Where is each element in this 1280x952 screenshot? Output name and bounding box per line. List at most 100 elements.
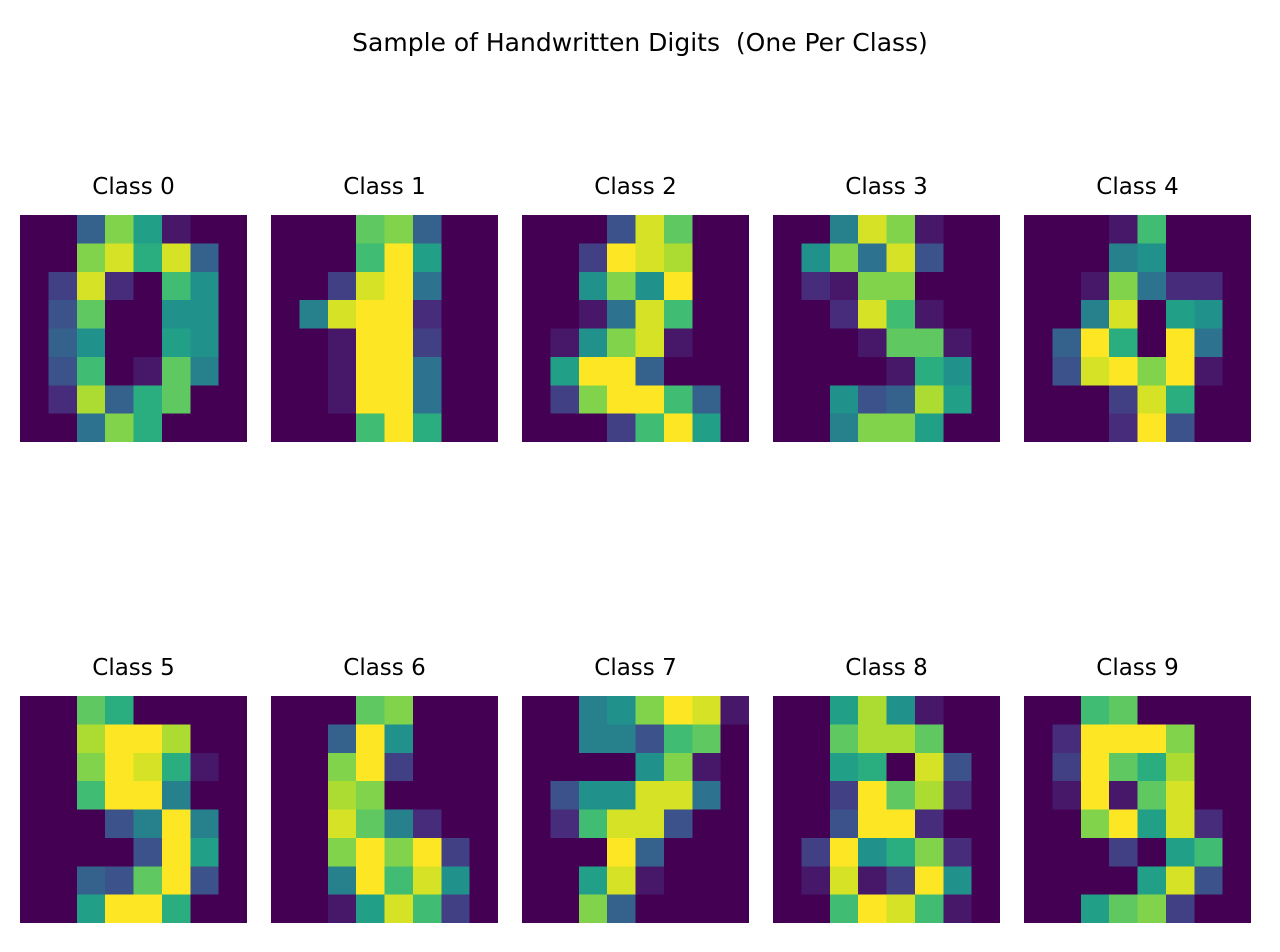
pixel-cell <box>550 356 580 386</box>
pixel-cell <box>469 866 498 896</box>
pixel-cell <box>299 752 329 782</box>
pixel-cell <box>20 724 49 754</box>
pixel-cell <box>858 866 887 896</box>
pixel-cell <box>105 271 134 301</box>
pixel-cell <box>1137 356 1167 386</box>
pixel-cell <box>1137 809 1167 839</box>
pixel-cell <box>218 300 247 329</box>
pixel-cell <box>384 356 414 386</box>
pixel-cell <box>412 243 442 273</box>
pixel-cell <box>801 300 831 329</box>
pixel-cell <box>522 894 551 923</box>
pixel-cell <box>384 271 414 301</box>
pixel-cell <box>48 385 78 415</box>
pixel-cell <box>1052 215 1082 244</box>
pixel-cell <box>412 328 442 358</box>
pixel-cell <box>218 356 247 386</box>
pixel-cell <box>663 837 693 867</box>
pixel-cell <box>914 271 944 301</box>
pixel-cell <box>299 243 329 273</box>
pixel-cell <box>161 809 191 839</box>
pixel-cell <box>48 866 78 896</box>
pixel-cell <box>914 413 944 442</box>
pixel-cell <box>299 809 329 839</box>
pixel-cell <box>1194 413 1224 442</box>
pixel-cell <box>133 243 163 273</box>
pixel-cell <box>578 781 608 810</box>
pixel-cell <box>914 894 944 923</box>
pixel-cell <box>441 809 471 839</box>
pixel-cell <box>105 356 134 386</box>
pixel-cell <box>48 215 78 244</box>
pixel-cell <box>161 271 191 301</box>
pixel-cell <box>773 356 802 386</box>
pixel-cell <box>1109 243 1138 273</box>
pixel-cell <box>271 837 300 867</box>
pixel-cell <box>1109 724 1138 754</box>
pixel-cell <box>607 243 636 273</box>
pixel-cell <box>20 837 49 867</box>
pixel-cell <box>76 300 106 329</box>
pixel-cell <box>607 328 636 358</box>
pixel-cell <box>271 752 300 782</box>
pixel-cell <box>801 837 831 867</box>
pixel-cell <box>20 271 49 301</box>
pixel-cell <box>1052 894 1082 923</box>
pixel-cell <box>48 752 78 782</box>
pixel-cell <box>773 413 802 442</box>
pixel-cell <box>1137 215 1167 244</box>
pixel-cell <box>943 752 973 782</box>
pixel-cell <box>635 781 665 810</box>
pixel-cell <box>161 385 191 415</box>
panel-title: Class 0 <box>92 174 175 200</box>
pixel-cell <box>886 837 916 867</box>
pixel-cell <box>299 215 329 244</box>
pixel-cell <box>1109 271 1138 301</box>
pixel-cell <box>1165 243 1195 273</box>
digit-image <box>522 696 749 923</box>
pixel-cell <box>133 696 163 725</box>
pixel-cell <box>522 696 551 725</box>
pixel-cell <box>773 300 802 329</box>
pixel-cell <box>971 894 1000 923</box>
pixel-cell <box>578 866 608 896</box>
pixel-cell <box>1080 243 1110 273</box>
pixel-cell <box>829 809 859 839</box>
pixel-cell <box>218 752 247 782</box>
pixel-cell <box>1137 271 1167 301</box>
pixel-cell <box>20 781 49 810</box>
pixel-cell <box>635 866 665 896</box>
pixel-cell <box>692 271 722 301</box>
pixel-cell <box>327 781 357 810</box>
pixel-cell <box>607 271 636 301</box>
pixel-cell <box>133 781 163 810</box>
pixel-cell <box>829 271 859 301</box>
pixel-cell <box>356 837 385 867</box>
pixel-cell <box>914 866 944 896</box>
pixel-cell <box>801 271 831 301</box>
pixel-cell <box>858 696 887 725</box>
pixel-cell <box>1165 696 1195 725</box>
pixel-cell <box>522 866 551 896</box>
pixel-cell <box>858 837 887 867</box>
pixel-cell <box>271 356 300 386</box>
pixel-cell <box>271 300 300 329</box>
pixel-cell <box>384 696 414 725</box>
pixel-cell <box>943 243 973 273</box>
pixel-cell <box>858 385 887 415</box>
pixel-cell <box>1080 866 1110 896</box>
pixel-cell <box>271 866 300 896</box>
pixel-cell <box>384 809 414 839</box>
pixel-cell <box>522 271 551 301</box>
pixel-cell <box>692 696 722 725</box>
pixel-cell <box>692 781 722 810</box>
pixel-cell <box>190 837 220 867</box>
pixel-cell <box>1222 809 1251 839</box>
pixel-cell <box>607 413 636 442</box>
pixel-cell <box>971 696 1000 725</box>
pixel-cell <box>76 866 106 896</box>
pixel-cell <box>1137 837 1167 867</box>
pixel-cell <box>48 328 78 358</box>
pixel-cell <box>133 837 163 867</box>
